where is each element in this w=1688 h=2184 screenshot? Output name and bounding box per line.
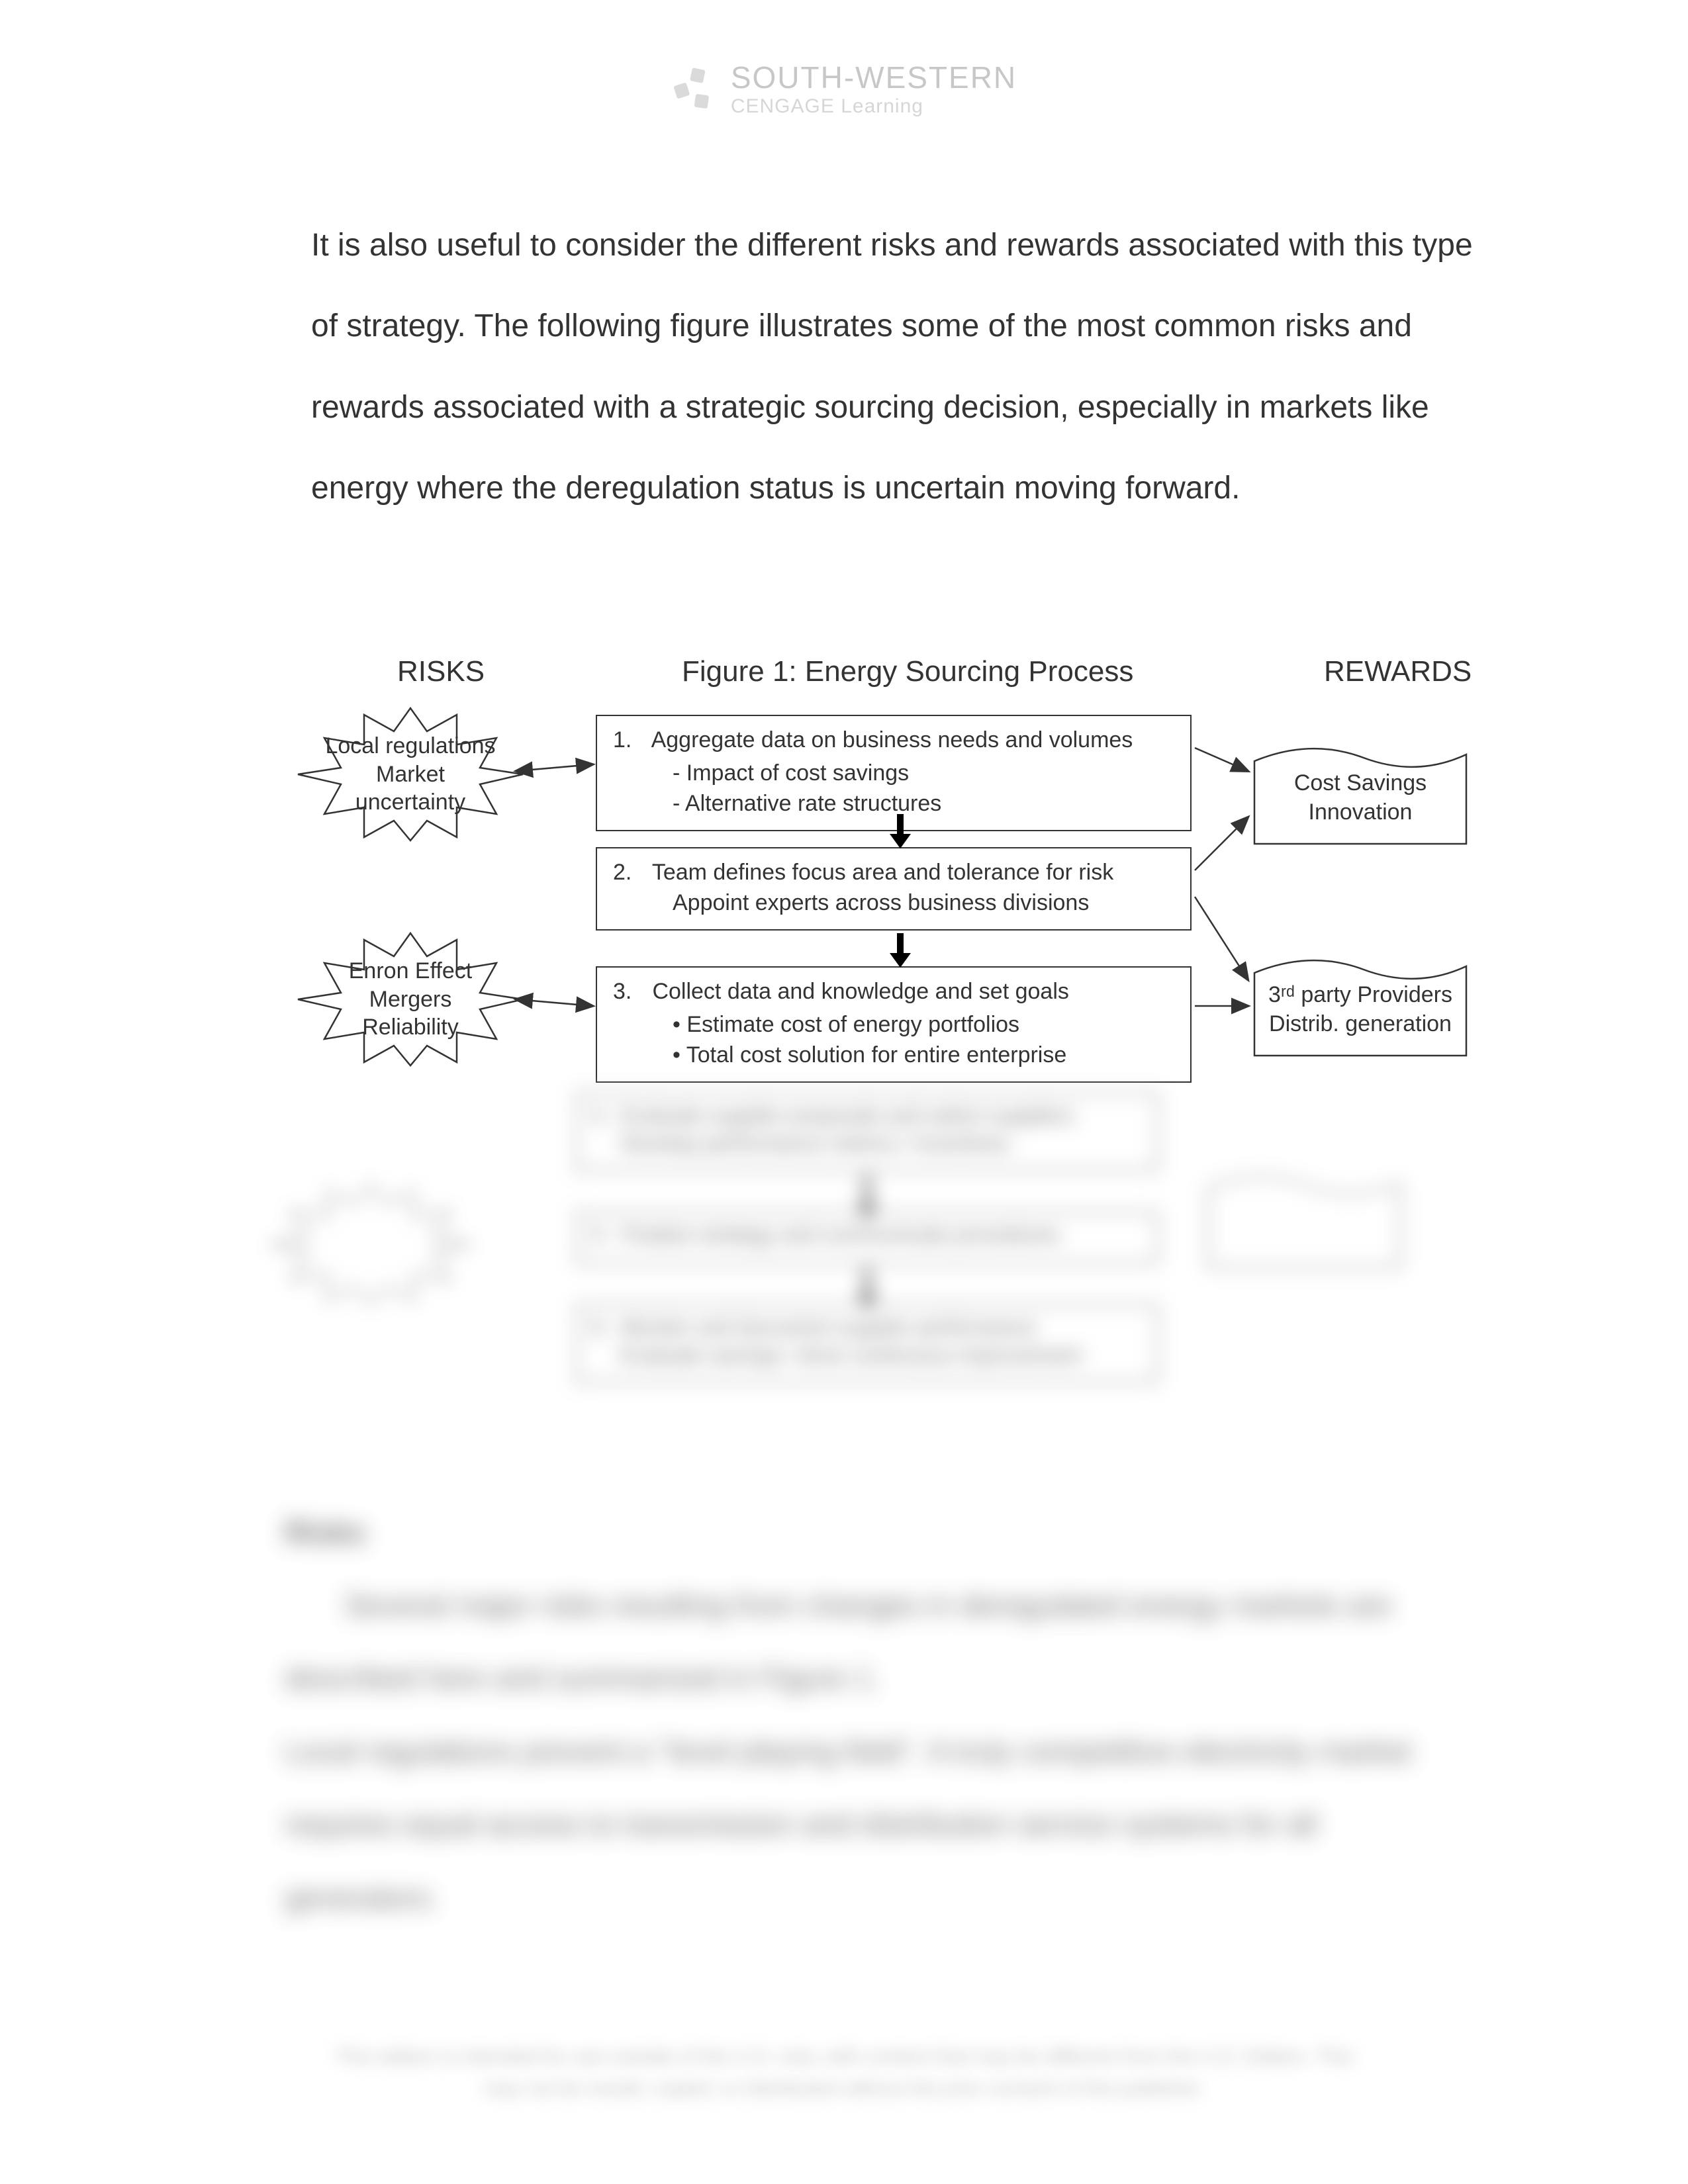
blurred-line-4: requires equal access to transmission an… — [285, 1788, 1423, 1934]
publisher-logo: SOUTH-WESTERN CENGAGE Learning — [671, 60, 1017, 118]
logo-line1: SOUTH-WESTERN — [731, 60, 1017, 95]
blurred-line-2: described here and summarized in Figure … — [285, 1641, 1423, 1714]
document-page: SOUTH-WESTERN CENGAGE Learning It is als… — [0, 0, 1688, 2184]
logo-mark-icon — [671, 66, 718, 112]
blurred-heading: Risks — [285, 1496, 1423, 1569]
connector-lines — [311, 655, 1476, 1118]
blurred-line-1: Several major risks resulting from chang… — [285, 1569, 1423, 1641]
blurred-line-3: Local regulations prevent a "level playi… — [285, 1715, 1423, 1788]
blurred-footer: This edition is intended for use outside… — [314, 2041, 1374, 2105]
logo-line2: CENGAGE Learning — [731, 95, 1017, 118]
logo-text: SOUTH-WESTERN CENGAGE Learning — [731, 60, 1017, 118]
intro-paragraph: It is also useful to consider the differ… — [311, 205, 1476, 529]
